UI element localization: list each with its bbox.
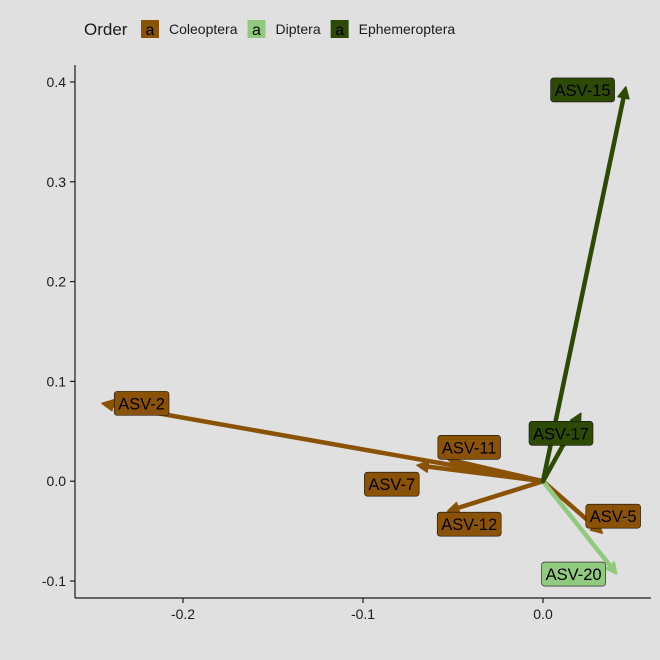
arrow-asv-2 [101,399,546,484]
asv-label-text: ASV-2 [118,395,165,413]
label-asv-17: ASV-17 [528,421,594,446]
arrow-asv-20 [540,478,618,575]
label-asv-7: ASV-7 [364,471,420,497]
legend-entry-coleoptera: Coleoptera [169,21,238,37]
asv-label-text: ASV-15 [555,82,611,100]
label-asv-15: ASV-15 [550,77,615,103]
y-tick-label: 0.3 [47,174,67,190]
label-asv-20: ASV-20 [541,561,606,587]
y-tick-label: 0.4 [47,74,67,90]
y-tick-label: 0.1 [47,373,67,389]
asv-label-text: ASV-11 [442,439,497,457]
asv-label-text: ASV-12 [441,516,497,534]
y-tick-label: 0.0 [47,473,67,489]
legend-title: Order [84,20,128,39]
arrow-asv-15 [540,86,630,484]
x-tick-label: 0.0 [533,606,553,622]
asv-label-text: ASV-20 [546,566,602,584]
y-tick-label: -0.1 [42,573,66,589]
label-asv-2: ASV-2 [113,391,170,416]
legend: Order a Coleoptera a Diptera a Ephemeroptera [84,20,455,39]
asv-label-text: ASV-17 [533,425,589,443]
legend-key-glyph: a [146,22,155,39]
legend-key: a [330,20,349,39]
asv-labels: ASV-2 ASV-11 ASV-7 ASV-12 ASV-5 ASV-20 ASV-15 A… [113,77,641,587]
legend-key-glyph: a [335,22,344,39]
label-asv-11: ASV-11 [437,434,501,460]
legend-key: a [247,20,266,39]
x-tick-label: -0.2 [171,606,195,622]
label-asv-5: ASV-5 [585,503,641,529]
legend-key: a [141,20,159,39]
arrow-asv-7 [416,460,546,484]
label-asv-12: ASV-12 [436,511,502,537]
x-tick-label: -0.1 [351,606,375,622]
asv-label-text: ASV-5 [590,508,637,526]
legend-entry-diptera: Diptera [276,21,321,37]
legend-entry-ephemeroptera: Ephemeroptera [359,21,456,37]
asv-label-text: ASV-7 [368,476,415,494]
y-tick-label: 0.2 [47,274,67,290]
legend-key-glyph: a [252,22,261,39]
axes: -0.2 -0.1 0.0 -0.1 0.0 0.1 0.2 0.3 0.4 [42,65,651,622]
